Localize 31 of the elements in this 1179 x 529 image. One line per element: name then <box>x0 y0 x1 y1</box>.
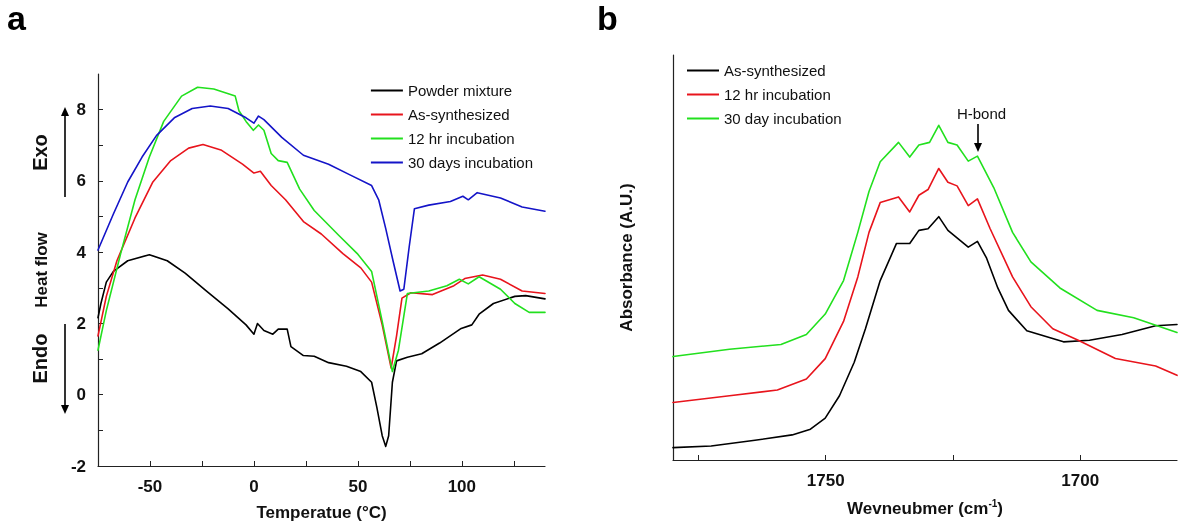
chart-title: a <box>7 0 27 37</box>
chart-title: b <box>597 0 618 37</box>
x-tick-label: 1750 <box>806 471 845 490</box>
y-tick-label: 2 <box>76 313 86 333</box>
line-series <box>97 253 546 448</box>
y-tick-label: 6 <box>76 171 86 191</box>
legend-label: Powder mixture <box>407 82 513 99</box>
y-tick-label: 0 <box>76 385 86 405</box>
x-tick-label: 1700 <box>1061 471 1100 490</box>
legend-label: As-synthesized <box>724 62 826 79</box>
text: Endo <box>28 333 52 383</box>
x-tick-label: 100 <box>447 477 477 496</box>
legend-label: 30 days incubation <box>407 154 533 171</box>
x-tick-label: 0 <box>249 477 259 496</box>
text: Exo <box>28 133 52 171</box>
legend-label: As-synthesized <box>407 106 510 123</box>
y-axis-title: Absorbance (A.U.) <box>617 183 636 332</box>
legend-label: 12 hr incubation <box>724 86 831 103</box>
line-series <box>97 143 546 369</box>
y-axis-title: Heat flow <box>32 231 51 308</box>
legend-label: 12 hr incubation <box>407 130 515 147</box>
line-series <box>97 86 546 373</box>
y-tick-label: 8 <box>76 100 86 120</box>
line-series <box>97 105 546 292</box>
x-axis-title: Temperatue (°C) <box>256 503 387 522</box>
y-tick-label: -2 <box>70 456 86 476</box>
annotation: H-bond <box>956 105 1007 123</box>
x-tick-label: -50 <box>137 477 163 496</box>
legend-label: 30 day incubation <box>724 110 842 127</box>
y-tick-label: 4 <box>76 242 87 262</box>
x-tick-label: 50 <box>348 477 368 496</box>
